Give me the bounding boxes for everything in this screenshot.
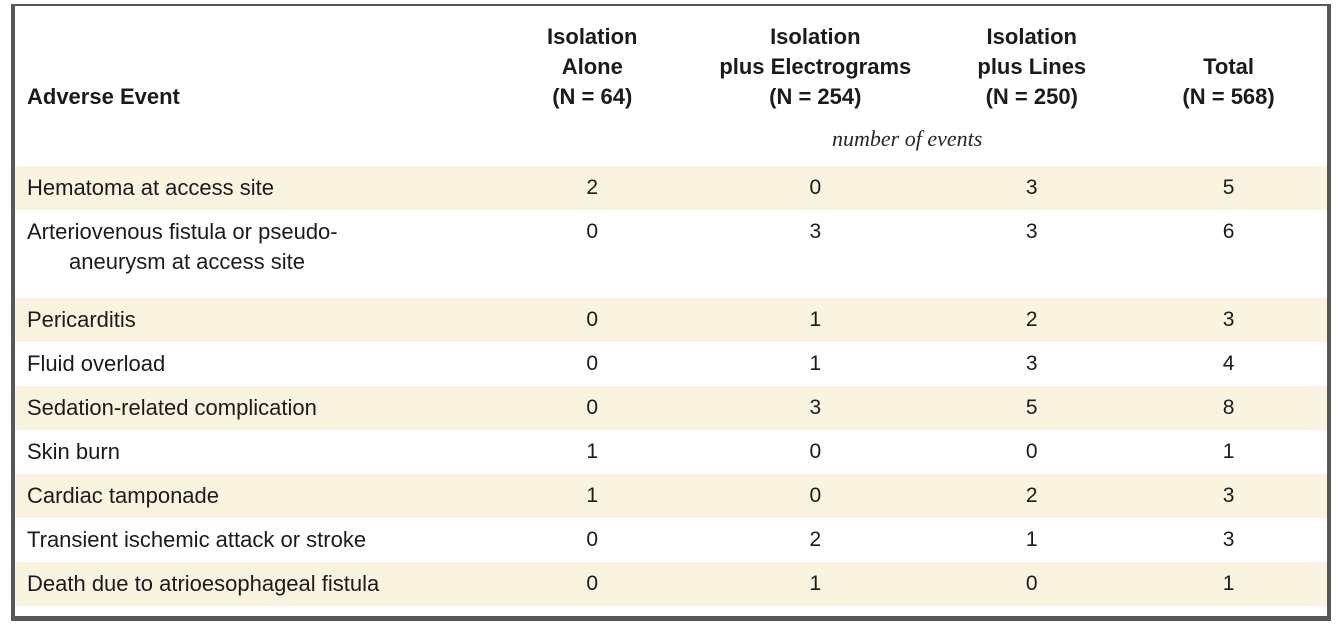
value-cell: 5 [1222,176,1235,199]
value-cell: 0 [1025,440,1038,463]
value-cell: 3 [1025,176,1038,199]
value-cell: 0 [586,528,599,551]
event-label: Sedation-related complication [27,395,317,420]
adverse-events-table: Adverse Event Isolation Alone (N = 64) I… [11,4,1331,621]
table-body: Hematoma at access site 2 0 3 5 Arteriovenous… [15,166,1327,606]
value-cell: 1 [586,440,599,463]
event-label: Transient ischemic attack or stroke [27,527,367,552]
table-row: Fluid overload 0 1 3 4 [15,342,1327,386]
table-row: Transient ischemic attack or stroke 0 2 1 3 [15,518,1327,562]
value-cell: 0 [586,396,599,419]
value-cell: 1 [1025,528,1038,551]
event-label: Hematoma at access site [27,175,274,200]
units-label: number of events [832,126,983,151]
value-cell: 3 [1025,352,1038,375]
table-row: Hematoma at access site 2 0 3 5 [15,166,1327,210]
value-cell: 8 [1222,396,1235,419]
table-row: Death due to atrioesophageal fistula 0 1 0 1 [15,562,1327,606]
table-row: Pericarditis 0 1 2 3 [15,298,1327,342]
event-label: Skin burn [27,439,120,464]
value-cell: 3 [1222,308,1235,331]
value-cell: 1 [809,352,822,375]
table-row: Skin burn 1 0 0 1 [15,430,1327,474]
value-cell: 0 [1025,572,1038,595]
event-label: Cardiac tamponade [27,483,220,508]
table-row: Cardiac tamponade 1 0 2 3 [15,474,1327,518]
value-cell: 5 [1025,396,1038,419]
event-label: Fluid overload [27,351,166,376]
column-header-total: Total (N = 568) [1182,54,1275,109]
value-cell: 3 [1025,220,1038,243]
value-cell: 1 [809,572,822,595]
value-cell: 2 [1025,484,1038,507]
table-row: Sedation-related complication 0 3 5 8 [15,386,1327,430]
units-row: number of events [15,112,1327,166]
value-cell: 1 [1222,440,1235,463]
column-header-adverse-event: Adverse Event [27,84,180,109]
event-label: Death due to atrioesophageal fistula [27,571,380,596]
column-header-isolation-alone: Isolation Alone (N = 64) [547,24,638,109]
value-cell: 3 [809,220,822,243]
value-cell: 3 [1222,528,1235,551]
value-cell: 0 [809,176,822,199]
value-cell: 0 [586,308,599,331]
table-header-row: Adverse Event Isolation Alone (N = 64) I… [15,6,1327,112]
value-cell: 0 [809,484,822,507]
value-cell: 2 [809,528,822,551]
column-header-isolation-plus-electrograms: Isolation plus Electrograms (N = 254) [719,24,912,109]
value-cell: 1 [586,484,599,507]
value-cell: 0 [586,572,599,595]
value-cell: 0 [809,440,822,463]
value-cell: 2 [586,176,599,199]
event-label: Arteriovenous fistula or pseudo- aneurys… [27,219,338,274]
table-row: Arteriovenous fistula or pseudo- aneurys… [15,210,1327,298]
value-cell: 0 [586,220,599,243]
value-cell: 3 [809,396,822,419]
value-cell: 1 [809,308,822,331]
value-cell: 2 [1025,308,1038,331]
value-cell: 0 [586,352,599,375]
value-cell: 6 [1222,220,1235,243]
value-cell: 3 [1222,484,1235,507]
column-header-isolation-plus-lines: Isolation plus Lines (N = 250) [977,24,1087,109]
value-cell: 4 [1222,352,1235,375]
value-cell: 1 [1222,572,1235,595]
event-label: Pericarditis [27,307,136,332]
